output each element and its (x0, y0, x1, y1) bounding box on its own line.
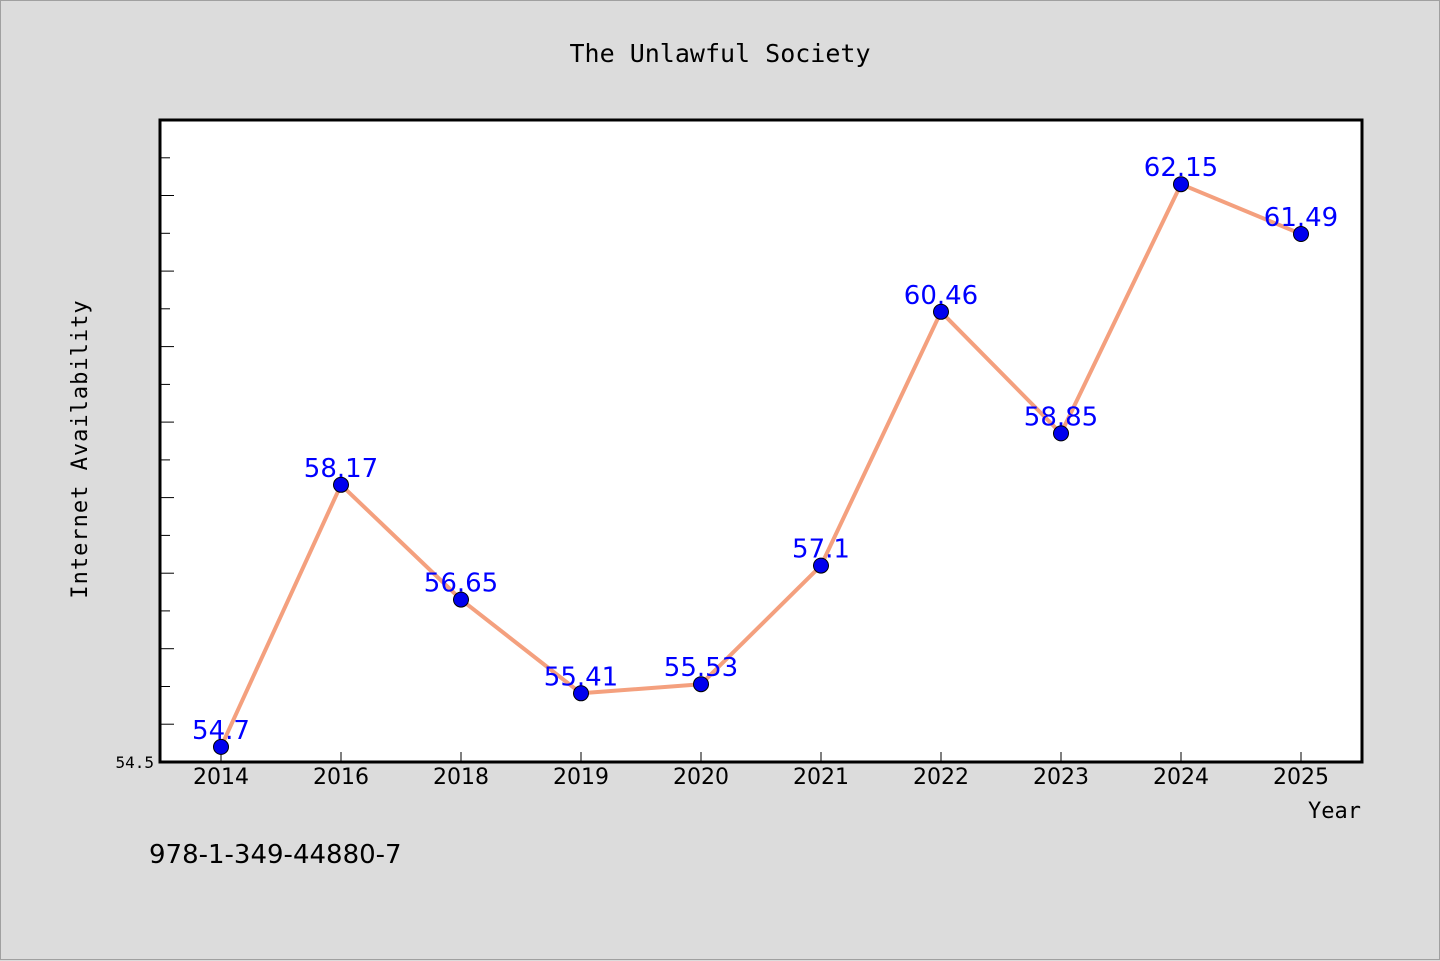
y-axis-ticks (160, 119, 174, 763)
data-label: 55.41 (544, 662, 618, 692)
data-label: 58.17 (304, 454, 378, 484)
x-tick-label: 2016 (313, 765, 369, 790)
x-tick-label: 2022 (913, 765, 969, 790)
data-label: 58.85 (1024, 402, 1098, 432)
data-point (1293, 226, 1309, 242)
x-tick-label: 2019 (553, 765, 609, 790)
data-label: 62.15 (1144, 153, 1218, 183)
data-point (813, 557, 829, 574)
data-point (933, 303, 949, 320)
chart-title: The Unlawful Society (569, 39, 870, 68)
data-point (693, 676, 709, 693)
data-point (1053, 425, 1069, 442)
isbn-text: 978-1-349-44880-7 (149, 840, 402, 870)
data-label: 55.53 (664, 653, 738, 683)
x-tick-labels: 2014 2016 2018 2019 2020 2021 2022 2023 2024 2025 (193, 765, 1329, 790)
data-label: 61.49 (1264, 203, 1338, 233)
data-label: 56.65 (424, 569, 498, 599)
x-tick-label: 2014 (193, 765, 249, 790)
x-axis-ticks (220, 752, 1302, 762)
series-line (219, 182, 1302, 748)
data-point (1173, 176, 1189, 193)
data-point (573, 685, 589, 702)
series-group: 54.7 58.17 56.65 55.41 55.53 57.1 60.46 58.85 62… (192, 153, 1338, 755)
x-tick-label: 2023 (1033, 765, 1089, 790)
y-tick-label: 54.5 (115, 753, 154, 772)
x-tick-label: 2025 (1273, 765, 1329, 790)
data-label: 60.46 (904, 281, 978, 311)
data-label: 57.1 (792, 535, 850, 565)
plot-area (158, 118, 1364, 764)
data-point (213, 738, 229, 755)
x-tick-label: 2024 (1153, 765, 1209, 790)
x-tick-label: 2018 (433, 765, 489, 790)
x-axis-label: Year (1308, 799, 1361, 824)
data-point (333, 476, 349, 493)
data-label: 54.7 (192, 716, 250, 746)
x-tick-label: 2020 (673, 765, 729, 790)
x-tick-label: 2021 (793, 765, 849, 790)
y-axis-label: Internet Availability (68, 299, 93, 598)
data-point (453, 591, 469, 608)
